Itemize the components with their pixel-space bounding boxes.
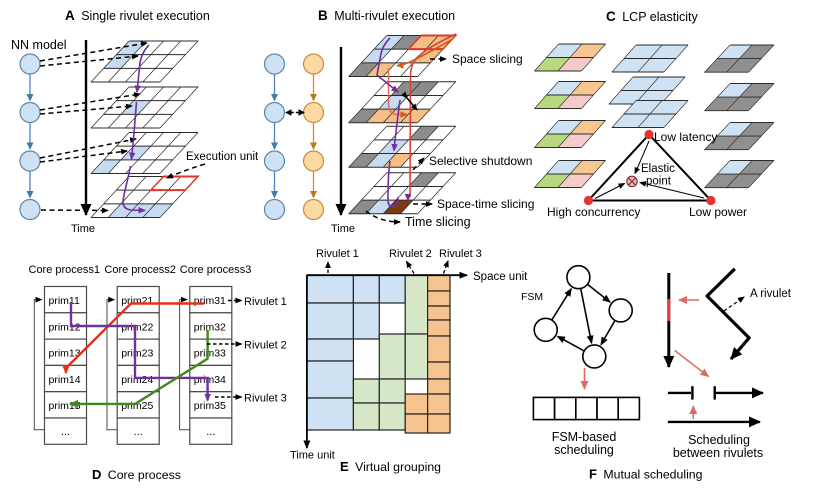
svg-text:Rivulet 1: Rivulet 1	[316, 248, 359, 260]
svg-text:Time: Time	[331, 223, 355, 235]
svg-text:E Virtual grouping: E Virtual grouping	[340, 459, 441, 474]
svg-text:B Multi-rivulet execution: B Multi-rivulet execution	[318, 8, 455, 23]
svg-text:Time slicing: Time slicing	[405, 215, 471, 229]
svg-text:NN model: NN model	[11, 38, 67, 52]
svg-text:Rivulet 1: Rivulet 1	[244, 296, 287, 308]
svg-text:Time unit: Time unit	[290, 450, 335, 462]
svg-text:point: point	[646, 176, 672, 188]
svg-text:C LCP elasticity: C LCP elasticity	[606, 9, 698, 24]
svg-text:scheduling: scheduling	[554, 443, 614, 457]
svg-text:prim24: prim24	[121, 374, 153, 386]
svg-text:Rivulet 3: Rivulet 3	[439, 248, 482, 260]
svg-text:Core process3: Core process3	[180, 264, 252, 276]
svg-text:...: ...	[206, 426, 215, 438]
svg-text:...: ...	[61, 426, 70, 438]
svg-text:Space-time slicing: Space-time slicing	[437, 197, 534, 211]
svg-text:prim32: prim32	[194, 321, 226, 333]
svg-text:Rivulet 2: Rivulet 2	[244, 340, 287, 352]
svg-text:Space unit: Space unit	[473, 271, 528, 283]
svg-text:prim35: prim35	[194, 400, 226, 412]
svg-text:Selective shutdown: Selective shutdown	[429, 154, 532, 168]
svg-text:between rivulets: between rivulets	[673, 446, 763, 460]
svg-text:prim34: prim34	[194, 374, 226, 386]
svg-text:F Mutual scheduling: F Mutual scheduling	[589, 467, 703, 482]
svg-text:Core process2: Core process2	[104, 264, 176, 276]
svg-text:High concurrency: High concurrency	[547, 205, 640, 219]
svg-text:prim21: prim21	[121, 295, 153, 307]
svg-text:A rivulet: A rivulet	[750, 288, 792, 300]
svg-text:Elastic: Elastic	[641, 163, 675, 175]
svg-text:prim22: prim22	[121, 321, 153, 333]
svg-text:Low latency: Low latency	[654, 130, 717, 144]
svg-text:prim14: prim14	[49, 374, 81, 386]
svg-text:Core process1: Core process1	[29, 264, 101, 276]
svg-text:D Core process: D Core process	[92, 467, 181, 482]
svg-text:Rivulet 2: Rivulet 2	[389, 248, 432, 260]
svg-text:Scheduling: Scheduling	[688, 433, 750, 447]
svg-text:prim15: prim15	[49, 400, 81, 412]
svg-text:prim33: prim33	[194, 348, 226, 360]
svg-text:Execution unit: Execution unit	[186, 151, 259, 163]
svg-text:Time: Time	[71, 223, 95, 235]
svg-text:prim31: prim31	[194, 295, 226, 307]
svg-text:prim12: prim12	[49, 321, 81, 333]
svg-text:FSM: FSM	[521, 291, 543, 303]
svg-text:Rivulet 3: Rivulet 3	[244, 393, 287, 405]
svg-text:prim13: prim13	[49, 348, 81, 360]
svg-text:prim23: prim23	[121, 348, 153, 360]
svg-text:Space slicing: Space slicing	[452, 52, 523, 66]
svg-text:Low power: Low power	[689, 205, 747, 219]
svg-text:...: ...	[134, 426, 143, 438]
svg-text:FSM-based: FSM-based	[552, 430, 617, 444]
svg-text:A Single rivulet execution: A Single rivulet execution	[65, 8, 210, 23]
svg-text:prim11: prim11	[49, 295, 80, 307]
